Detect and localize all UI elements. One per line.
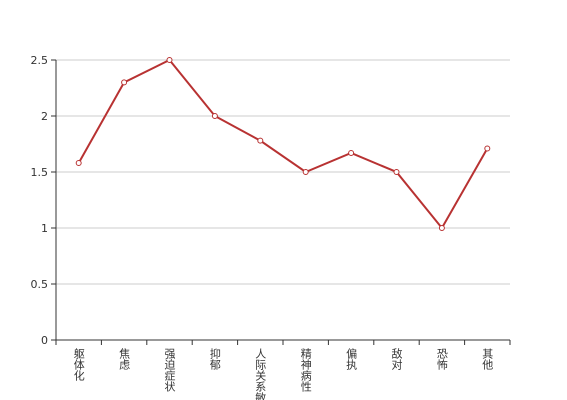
x-tick-label: 抑郁 [208,347,221,370]
x-tick-label: 精神病性 [299,348,312,393]
point [166,57,173,63]
x-tick-label: 人际关系敏感 [254,348,267,400]
x-tick-label: 强迫症状 [163,348,176,392]
point [348,149,355,156]
x-tick-label: 其他 [481,348,494,370]
x-tick-label: 焦虑 [118,348,131,370]
line [77,58,489,230]
y-tick-label: 0.5 [31,278,49,291]
point [438,225,445,231]
point [393,169,400,175]
point [211,113,218,119]
point [257,137,264,144]
y-tick-label: 2 [41,110,48,123]
point [75,160,82,167]
y-tick-label: 1.5 [31,166,49,179]
y-tick-label: 2.5 [31,54,49,67]
y-tick-label: 1 [41,222,48,235]
point [302,169,309,175]
x-tick-label: 躯体化 [72,348,85,382]
point [484,145,491,152]
x-tick-label: 恐怖 [435,348,448,370]
x-tick-label: 偏执 [345,347,358,371]
point [121,79,128,86]
y-tick-label: 0 [41,334,48,347]
x-tick-label: 敌对 [390,347,403,370]
